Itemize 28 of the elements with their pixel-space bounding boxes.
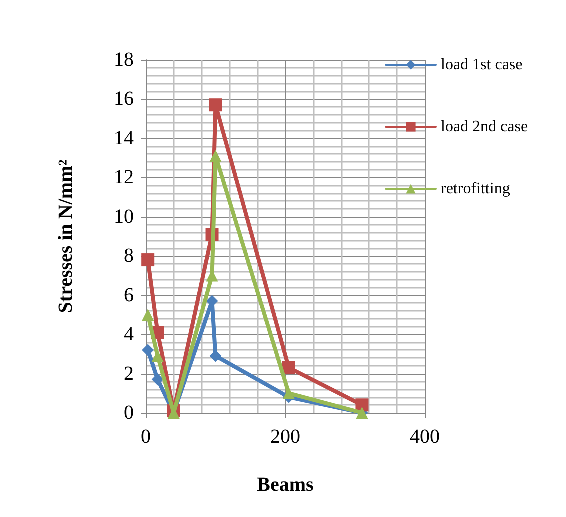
point [282, 387, 295, 400]
y-tick-label: 4 [124, 324, 134, 346]
x-tick-label: 0 [141, 426, 151, 448]
legend-label: load 2nd case [441, 118, 528, 136]
point [209, 98, 222, 112]
point [210, 150, 222, 162]
point [142, 254, 155, 267]
point [152, 350, 164, 362]
x-tick-label: 200 [270, 426, 300, 448]
point [282, 361, 296, 374]
y-tick-label: 0 [124, 402, 134, 424]
x-axis-title: Beams [257, 474, 314, 496]
point [210, 350, 222, 362]
legend-label: load 1st case [441, 56, 523, 74]
point [142, 344, 154, 356]
y-axis-title: Stresses in N/mm² [55, 160, 77, 314]
y-tick-label: 14 [114, 127, 134, 150]
y-tick-label: 8 [124, 245, 134, 268]
point [152, 374, 164, 386]
y-tick-label: 6 [124, 284, 134, 306]
legend-label: retrofitting [441, 180, 510, 198]
y-tick-label: 16 [114, 88, 134, 110]
x-tick-label: 400 [410, 426, 440, 448]
y-tick-label: 12 [114, 166, 134, 189]
y-tick-label: 18 [114, 49, 134, 71]
point [142, 308, 154, 321]
y-tick-label: 2 [124, 362, 134, 385]
y-tick-label: 10 [114, 206, 134, 228]
